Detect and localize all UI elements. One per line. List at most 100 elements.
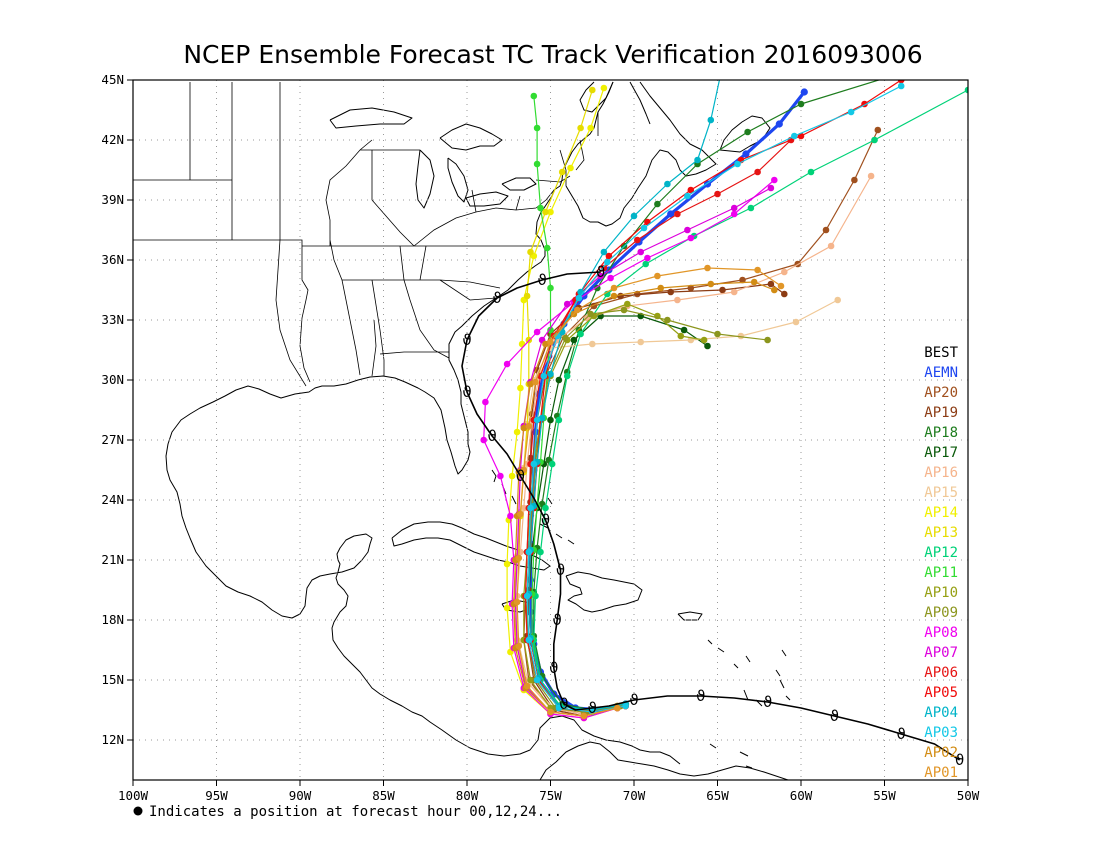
track-point (600, 248, 608, 256)
track-point (851, 176, 858, 184)
y-tick-label: 21N (101, 552, 124, 567)
track-point (781, 268, 788, 276)
track-point (767, 184, 775, 192)
track-point (520, 466, 528, 474)
track-point (754, 266, 761, 274)
track-point (827, 242, 835, 250)
track-point (543, 244, 551, 252)
track-point (897, 82, 905, 90)
x-tick-label: 95W (205, 788, 228, 803)
chart-title: NCEP Ensemble Forecast TC Track Verifica… (183, 40, 922, 69)
y-axis-ticks: 12N 15N 18N 21N 24N 27N 30N 33N 36N 39N 42N 45N (101, 72, 133, 747)
track-ap18 (530, 80, 881, 714)
legend-entry-ap01: AP01 (924, 765, 958, 781)
track-point (781, 290, 788, 298)
track-ap01 (513, 264, 785, 720)
track-point (533, 328, 541, 336)
track-point (587, 124, 594, 132)
track-point (517, 510, 524, 518)
legend-entry-ap08: AP08 (924, 625, 958, 641)
track-point (523, 682, 531, 690)
track-point (730, 288, 738, 296)
hurricane-symbol: ϑ (897, 725, 906, 743)
ensemble-tracks (480, 80, 968, 722)
x-tick-label: 65W (706, 788, 729, 803)
track-point (764, 336, 771, 344)
coastline-lesser-antilles (709, 649, 791, 769)
track-point (871, 136, 878, 144)
legend-entry-ap05: AP05 (924, 685, 958, 701)
track-point (730, 210, 738, 218)
track-point (525, 548, 533, 556)
track-line (513, 281, 775, 717)
track-point (515, 642, 523, 650)
hurricane-symbol: ϑ (629, 691, 638, 709)
track-point (714, 190, 721, 198)
great-lakes (329, 107, 537, 209)
best-track-line (461, 271, 961, 761)
track-point (547, 284, 554, 292)
track-point (684, 192, 691, 200)
track-point (605, 252, 613, 260)
track-point (792, 318, 800, 326)
hurricane-symbol: ϑ (596, 263, 605, 281)
track-point (664, 316, 671, 324)
legend-entry-ap16: AP16 (924, 465, 958, 481)
track-line (524, 139, 792, 713)
track-point (640, 224, 648, 232)
track-point (684, 226, 691, 234)
track-point (523, 592, 531, 600)
track-point (555, 376, 563, 384)
track-point (867, 172, 875, 180)
track-point (533, 124, 541, 132)
track-point (964, 86, 968, 94)
legend-entry-ap06: AP06 (924, 665, 958, 681)
track-ap12 (530, 86, 968, 714)
track-point (497, 472, 504, 480)
y-tick-label: 36N (101, 252, 124, 267)
track-point (617, 292, 624, 300)
legend-entry-ap04: AP04 (924, 705, 958, 721)
track-line (523, 129, 879, 715)
hurricane-symbol: ϑ (462, 331, 471, 349)
legend: BEST AEMN AP20 AP19 AP18 AP17 AP16 AP15 AP14 AP13… (924, 345, 958, 781)
track-point (555, 704, 563, 712)
track-point (604, 258, 611, 266)
hurricane-symbol: ϑ (955, 751, 964, 769)
track-ap15 (512, 296, 841, 716)
legend-entry-ap18: AP18 (924, 425, 958, 441)
track-point (567, 164, 574, 172)
track-point (570, 336, 578, 344)
track-point (750, 278, 758, 286)
track-point (610, 284, 618, 292)
y-tick-label: 27N (101, 432, 124, 447)
track-ap03 (523, 82, 905, 716)
track-point (737, 332, 745, 340)
track-point (897, 80, 905, 84)
track-point (589, 340, 596, 348)
track-point (700, 336, 708, 344)
legend-entry-ap10: AP10 (924, 585, 958, 601)
hurricane-symbol: ϑ (556, 561, 565, 579)
track-point (677, 332, 685, 340)
track-point (657, 284, 664, 292)
track-point (562, 334, 569, 342)
track-point (533, 676, 541, 684)
track-point (654, 272, 661, 280)
y-tick-label: 33N (101, 312, 124, 327)
track-point (575, 294, 583, 302)
legend-entry-ap20: AP20 (924, 385, 958, 401)
track-point (503, 560, 511, 568)
track-point (624, 300, 631, 308)
track-point (594, 284, 601, 292)
track-line (514, 299, 838, 713)
legend-entry-ap07: AP07 (924, 645, 958, 661)
x-tick-label: 70W (623, 788, 646, 803)
track-point (610, 292, 618, 300)
legend-entry-ap19: AP19 (924, 405, 958, 421)
track-point (747, 204, 755, 212)
track-point (667, 210, 675, 218)
track-point (547, 708, 554, 716)
track-point (547, 208, 554, 216)
